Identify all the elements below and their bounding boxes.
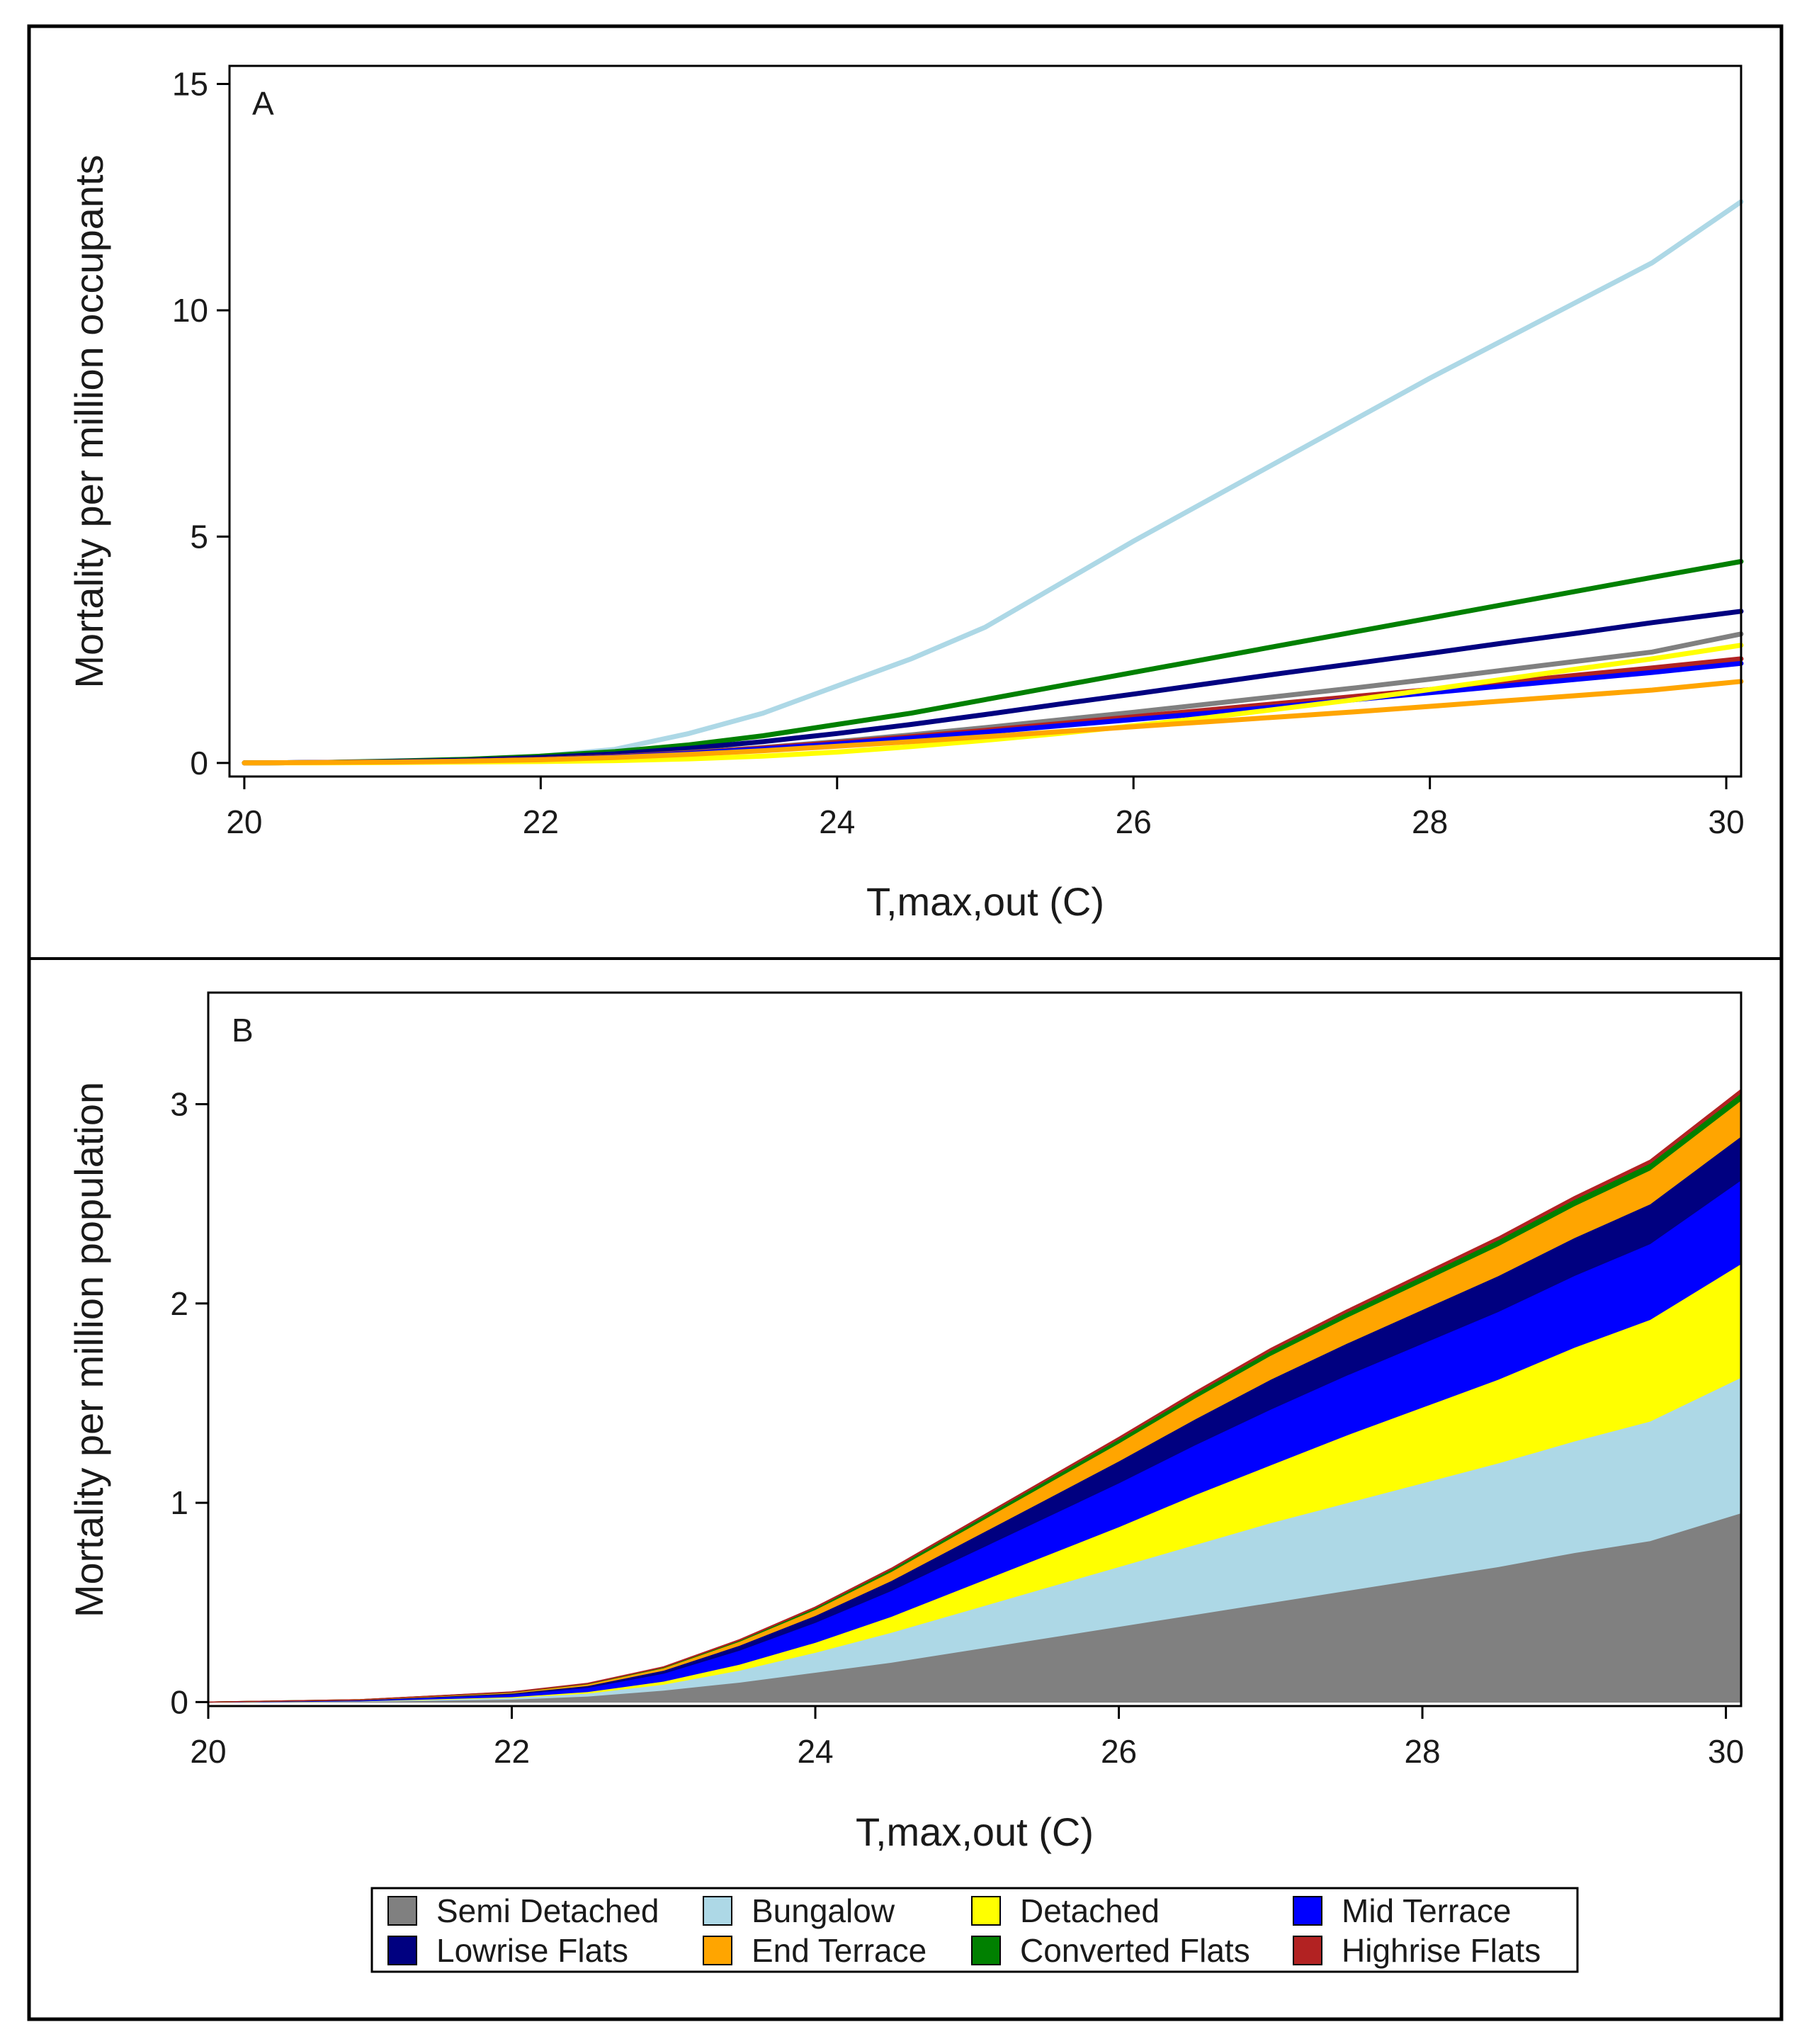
legend-label: Converted Flats [1020,1932,1250,1969]
panel-b-x-axis-label: T,max,out (C) [856,1809,1094,1854]
panel-b-y-ticks: 0 1 2 3 [170,1086,208,1720]
legend-label: End Terrace [752,1932,926,1969]
panel-b-x-tick-label: 30 [1708,1733,1744,1770]
panel-b-x-ticks: 20 22 24 26 28 30 [190,1706,1744,1770]
panel-b-x-tick-label: 22 [494,1733,530,1770]
legend-swatch [703,1936,732,1965]
panel-a-x-tick-label: 30 [1708,803,1744,840]
legend-item-semi-detached: Semi Detached [387,1892,659,1929]
panel-a-plot-frame [228,64,1742,778]
legend-item-bungalow: Bungalow [703,1892,895,1929]
panel-a-x-ticks: 20 22 24 26 28 30 [226,777,1745,840]
panel-b-x-tick-label: 24 [797,1733,833,1770]
panel-b-y-tick-label: 2 [170,1285,188,1322]
panel-b-y-tick-label: 0 [170,1683,188,1720]
legend-item-lowrise-flats: Lowrise Flats [387,1932,628,1969]
legend-label: Semi Detached [436,1892,659,1929]
panel-a-label: A [252,85,274,122]
panel-a-x-tick-label: 26 [1116,803,1152,840]
legend-item-detached: Detached [971,1892,1160,1929]
legend-label: Mid Terrace [1342,1892,1511,1929]
panel-b-plot-frame [207,991,1742,1707]
panel-a-y-axis-label: Mortality per million occupants [67,154,111,688]
line-end-terrace [242,679,1744,766]
panel-b-y-tick-label: 3 [170,1086,188,1123]
panel-a-x-tick-label: 24 [819,803,855,840]
panel-b-label: B [232,1012,254,1049]
panel-a-x-tick-label: 20 [226,803,262,840]
panel-b: B 0 1 2 3 20 22 24 26 28 30 T,max,out (C) Mortal… [67,991,1744,1854]
panel-a-x-tick-label: 28 [1412,803,1448,840]
panel-a-x-tick-label: 22 [523,803,559,840]
legend-swatch [703,1896,732,1926]
panel-b-x-tick-label: 20 [190,1733,226,1770]
legend-swatch [971,1936,1001,1965]
legend-swatch [1293,1896,1322,1926]
legend: Semi Detached Bungalow Detached Mid Terrace… [370,1887,1579,1973]
panel-a-y-tick-label: 0 [190,745,208,781]
legend-item-mid-terrace: Mid Terrace [1293,1892,1511,1929]
panel-b-y-axis-label: Mortality per million population [67,1082,111,1617]
panel-a-series [242,199,1744,766]
legend-label: Highrise Flats [1342,1932,1541,1969]
panel-a-y-tick-label: 10 [172,292,208,329]
legend-swatch [387,1936,417,1965]
legend-swatch [387,1896,417,1926]
legend-items: Semi Detached Bungalow Detached Mid Terrace… [387,1892,1541,1969]
legend-swatch [971,1896,1001,1926]
legend-item-converted-flats: Converted Flats [971,1932,1250,1969]
panel-a-x-axis-label: T,max,out (C) [866,879,1104,924]
figure-frame [27,24,1784,2021]
legend-label: Lowrise Flats [436,1932,628,1969]
legend-item-end-terrace: End Terrace [703,1932,926,1969]
legend-label: Bungalow [752,1892,895,1929]
legend-label: Detached [1020,1892,1160,1929]
panel-a: A 0 5 10 15 20 22 24 26 28 30 T,max,out (C) Mort… [67,64,1745,924]
panel-a-y-tick-label: 15 [172,66,208,103]
panel-b-x-tick-label: 28 [1404,1733,1440,1770]
panel-b-y-tick-label: 1 [170,1484,188,1521]
legend-item-highrise-flats: Highrise Flats [1293,1932,1541,1969]
legend-swatch [1293,1936,1322,1965]
panel-b-x-tick-label: 26 [1101,1733,1137,1770]
panel-a-y-ticks: 0 5 10 15 [172,66,230,781]
panel-a-y-tick-label: 5 [190,518,208,555]
